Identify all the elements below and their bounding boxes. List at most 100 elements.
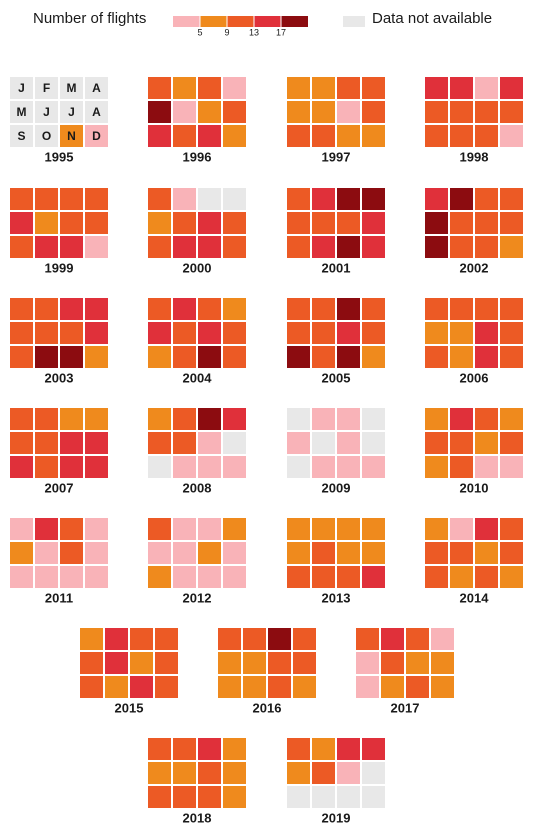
year-label: 2014 — [460, 590, 490, 605]
month-cell — [312, 322, 335, 344]
month-cell — [268, 652, 291, 674]
month-cell — [500, 408, 523, 430]
month-cell — [450, 408, 473, 430]
month-cell — [287, 456, 310, 478]
year-label: 2019 — [322, 810, 351, 825]
month-cell — [10, 188, 33, 210]
month-cell — [198, 738, 221, 760]
month-cell — [450, 298, 473, 320]
month-cell — [60, 542, 83, 564]
month-cell — [198, 236, 221, 258]
month-cell — [148, 77, 171, 99]
month-cell — [293, 628, 316, 650]
month-cell — [198, 125, 221, 147]
month-cell — [148, 542, 171, 564]
month-cell — [243, 628, 266, 650]
month-cell — [362, 236, 385, 258]
month-cell — [105, 652, 128, 674]
month-cell — [312, 188, 335, 210]
month-cell — [223, 518, 246, 540]
month-cell — [218, 652, 241, 674]
month-cell — [85, 77, 108, 99]
month-cell — [223, 298, 246, 320]
month-cell — [35, 125, 58, 147]
month-cell — [10, 456, 33, 478]
year-label: 2015 — [115, 700, 144, 715]
month-cell — [268, 628, 291, 650]
month-cell — [35, 518, 58, 540]
month-cell — [198, 298, 221, 320]
month-cell — [431, 676, 454, 698]
month-cell — [312, 566, 335, 588]
month-cell — [425, 322, 448, 344]
month-cell — [60, 298, 83, 320]
month-cell — [312, 432, 335, 454]
month-cell — [35, 566, 58, 588]
month-cell — [148, 518, 171, 540]
month-cell — [155, 676, 178, 698]
month-label: J — [68, 105, 75, 119]
month-cell — [475, 125, 498, 147]
month-cell — [35, 101, 58, 123]
month-cell — [60, 188, 83, 210]
month-cell — [500, 188, 523, 210]
month-cell — [10, 346, 33, 368]
year-label: 2003 — [45, 370, 74, 385]
month-cell — [60, 101, 83, 123]
month-label: A — [92, 81, 101, 95]
month-cell — [60, 236, 83, 258]
month-cell — [362, 346, 385, 368]
month-cell — [35, 432, 58, 454]
legend-swatch — [281, 16, 308, 27]
month-cell — [450, 322, 473, 344]
month-cell — [500, 566, 523, 588]
month-cell — [362, 322, 385, 344]
month-cell — [406, 628, 429, 650]
month-cell — [10, 518, 33, 540]
month-cell — [425, 212, 448, 234]
month-cell — [85, 518, 108, 540]
month-cell — [223, 346, 246, 368]
month-cell — [450, 518, 473, 540]
month-cell — [337, 566, 360, 588]
month-cell — [450, 77, 473, 99]
month-cell — [223, 188, 246, 210]
month-cell — [173, 298, 196, 320]
month-cell — [425, 566, 448, 588]
month-cell — [35, 188, 58, 210]
month-cell — [312, 212, 335, 234]
month-cell — [450, 236, 473, 258]
month-cell — [425, 77, 448, 99]
month-cell — [450, 188, 473, 210]
legend-tick-label: 5 — [197, 27, 202, 37]
month-cell — [312, 518, 335, 540]
month-cell — [356, 652, 379, 674]
month-cell — [500, 101, 523, 123]
month-cell — [223, 738, 246, 760]
month-cell — [198, 408, 221, 430]
year-label: 1997 — [322, 149, 351, 164]
month-cell — [500, 456, 523, 478]
month-cell — [198, 188, 221, 210]
month-cell — [362, 408, 385, 430]
month-cell — [362, 101, 385, 123]
month-cell — [312, 77, 335, 99]
month-cell — [312, 236, 335, 258]
year-label: 2011 — [45, 590, 73, 605]
month-cell — [148, 566, 171, 588]
month-cell — [287, 542, 310, 564]
year-label: 2005 — [322, 370, 351, 385]
month-cell — [337, 322, 360, 344]
month-cell — [337, 298, 360, 320]
month-cell — [312, 125, 335, 147]
month-cell — [337, 518, 360, 540]
month-cell — [173, 408, 196, 430]
month-cell — [475, 212, 498, 234]
month-cell — [85, 236, 108, 258]
month-cell — [475, 77, 498, 99]
month-label: A — [92, 105, 101, 119]
year-label: 2018 — [183, 810, 212, 825]
month-label: O — [42, 129, 51, 143]
month-cell — [425, 125, 448, 147]
